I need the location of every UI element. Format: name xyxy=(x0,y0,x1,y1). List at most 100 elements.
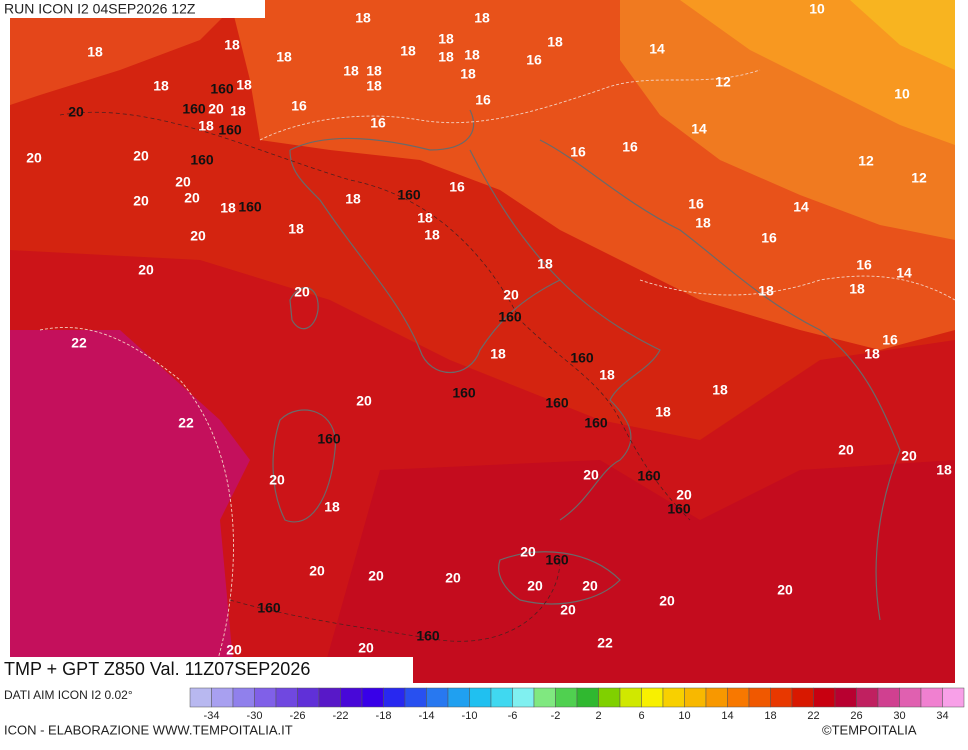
color-swatch xyxy=(770,687,793,708)
map-label: 22 xyxy=(178,415,194,431)
map-label: 16 xyxy=(475,92,491,108)
map-label: 16 xyxy=(570,144,586,160)
map-label: 20 xyxy=(26,150,42,166)
map-label: 14 xyxy=(896,265,912,281)
map-label: 20 xyxy=(520,544,536,560)
colorbar-label: 22 xyxy=(807,710,819,722)
colorbar-label: -30 xyxy=(247,710,263,722)
color-swatch xyxy=(920,687,943,708)
map-label: 160 xyxy=(545,552,569,568)
map-label: 160 xyxy=(667,501,691,517)
colorbar-label: 30 xyxy=(893,710,905,722)
map-label: 12 xyxy=(911,170,927,186)
map-label: 16 xyxy=(622,139,638,155)
color-swatch xyxy=(447,687,470,708)
color-swatch xyxy=(254,687,277,708)
map-label: 18 xyxy=(849,281,865,297)
map-label: 18 xyxy=(424,227,440,243)
color-swatch xyxy=(426,687,449,708)
map-label: 160 xyxy=(257,600,281,616)
warm-zone xyxy=(10,0,240,105)
map-label: 160 xyxy=(218,122,242,138)
colorbar-label: 18 xyxy=(764,710,776,722)
colorbar-label: -10 xyxy=(462,710,478,722)
color-swatch xyxy=(813,687,836,708)
map-label: 16 xyxy=(526,52,542,68)
map-label: 20 xyxy=(777,582,793,598)
map-label: 20 xyxy=(294,284,310,300)
map-label: 16 xyxy=(761,230,777,246)
map-label: 14 xyxy=(793,199,809,215)
color-swatch xyxy=(641,687,664,708)
islands xyxy=(272,287,621,605)
geopotential xyxy=(59,111,691,521)
map-label: 20 xyxy=(503,287,519,303)
map-label: 18 xyxy=(758,283,774,299)
color-swatch xyxy=(361,687,384,708)
map-label: 18 xyxy=(153,78,169,94)
map-label: 20 xyxy=(583,467,599,483)
color-swatch xyxy=(834,687,857,708)
map-label: 20 xyxy=(184,190,200,206)
map-label: 20 xyxy=(226,642,242,658)
geopotential xyxy=(229,559,561,642)
map-label: 18 xyxy=(417,210,433,226)
map-label: 16 xyxy=(856,257,872,273)
map-label: 18 xyxy=(220,200,236,216)
map-label: 18 xyxy=(864,346,880,362)
map-label: 18 xyxy=(460,66,476,82)
colorbar-label: -18 xyxy=(376,710,392,722)
balkan-coast xyxy=(539,139,901,621)
color-swatch xyxy=(877,687,900,708)
map-label: 20 xyxy=(838,442,854,458)
map-label: 18 xyxy=(355,10,371,26)
credit-label: ICON - ELABORAZIONE WWW.TEMPOITALIA.IT xyxy=(4,722,293,737)
map-label: 18 xyxy=(366,63,382,79)
map-label: 20 xyxy=(527,578,543,594)
map-label: 20 xyxy=(175,174,191,190)
colorbar: -34 -30 -26 -22 -18 -14 -10 -6 -2 2 6 10 14 18 22 26 30 3… xyxy=(189,687,965,722)
colorbar-label: -34 xyxy=(204,710,220,722)
isotherm xyxy=(39,327,234,684)
map-label: 20 xyxy=(582,578,598,594)
color-swatch xyxy=(275,687,298,708)
color-swatch xyxy=(705,687,728,708)
map-label: 20 xyxy=(560,602,576,618)
colorbar-label: -26 xyxy=(290,710,306,722)
isotherm xyxy=(639,275,956,301)
run-label: RUN ICON I2 04SEP2026 12Z xyxy=(4,1,196,17)
map-label: 20 xyxy=(358,640,374,656)
color-swatch xyxy=(791,687,814,708)
map-label: 18 xyxy=(224,37,240,53)
color-swatch xyxy=(512,687,535,708)
map-label: 18 xyxy=(936,462,952,478)
colorbar-label: -6 xyxy=(508,710,518,722)
map-label: 18 xyxy=(599,367,615,383)
colorbar-label: -2 xyxy=(551,710,561,722)
color-swatch xyxy=(232,687,255,708)
map-label: 160 xyxy=(570,350,594,366)
color-swatch xyxy=(490,687,513,708)
color-swatch xyxy=(942,687,965,708)
map-label: 18 xyxy=(366,78,382,94)
map-label: 20 xyxy=(356,393,372,409)
colorbar-label: 26 xyxy=(850,710,862,722)
map-label: 18 xyxy=(655,404,671,420)
map-label: 14 xyxy=(649,41,665,57)
color-swatch xyxy=(340,687,363,708)
map-label: 20 xyxy=(138,262,154,278)
map-label: 160 xyxy=(545,395,569,411)
map-label: 16 xyxy=(688,196,704,212)
coastline xyxy=(289,109,661,521)
map-label: 160 xyxy=(317,431,341,447)
color-swatch xyxy=(555,687,578,708)
title-box xyxy=(0,657,413,683)
map-label: 160 xyxy=(397,187,421,203)
colorbar-label: 6 xyxy=(638,710,644,722)
hottest-zone xyxy=(10,330,250,683)
map-label: 18 xyxy=(537,256,553,272)
map-label: 20 xyxy=(445,570,461,586)
map-label: 160 xyxy=(498,309,522,325)
color-swatch xyxy=(899,687,922,708)
